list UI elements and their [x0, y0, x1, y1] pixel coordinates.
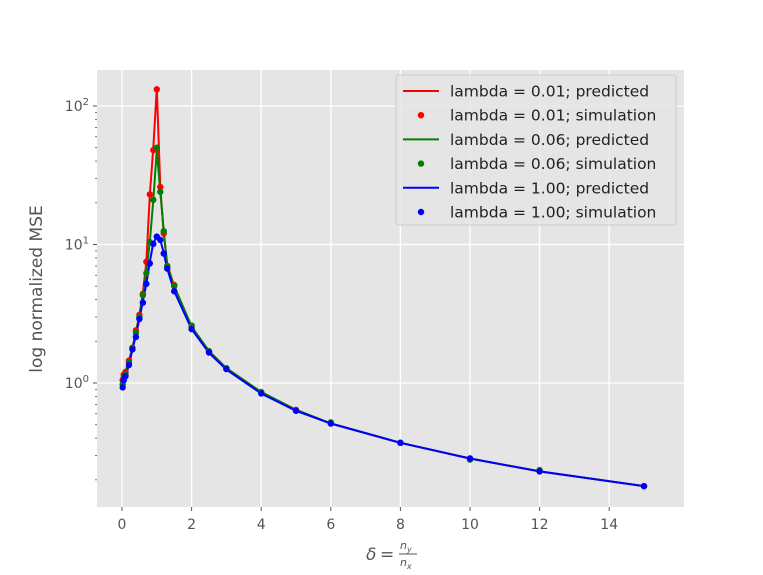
simulation-marker: [258, 390, 265, 397]
simulation-marker: [143, 280, 150, 288]
legend-label: lambda = 0.01; simulation: [450, 107, 656, 125]
x-tick-label: 6: [326, 517, 335, 533]
y-tick-label: 101: [65, 236, 89, 254]
data-series: [119, 86, 648, 490]
x-tick-label: 2: [187, 517, 196, 533]
simulation-marker: [132, 333, 140, 341]
simulation-marker: [139, 299, 147, 306]
simulation-marker: [171, 282, 178, 290]
x-axis-label-numerator: ny: [400, 539, 412, 554]
simulation-marker: [292, 407, 300, 414]
y-minor-ticks: [95, 111, 97, 481]
simulation-marker: [640, 482, 648, 490]
simulation-marker: [150, 196, 157, 204]
simulation-marker: [160, 250, 167, 257]
legend: lambda = 0.01; predicted lambda = 0.01; s…: [395, 74, 677, 226]
simulation-marker: [157, 236, 164, 244]
simulation-marker: [157, 188, 164, 196]
y-axis-label: log normalized MSE: [27, 205, 47, 372]
simulation-marker: [146, 191, 154, 198]
legend-label: lambda = 0.01; predicted: [450, 83, 649, 101]
x-tick-label: 0: [118, 517, 127, 533]
x-tick-label: 4: [257, 517, 266, 533]
simulation-marker: [139, 292, 147, 299]
simulation-marker: [153, 86, 160, 93]
legend-label: lambda = 1.00; simulation: [450, 204, 656, 222]
simulation-marker: [327, 420, 334, 427]
x-tick-label: 14: [600, 517, 618, 533]
simulation-marker: [129, 346, 136, 353]
x-axis-label-equals: =: [380, 545, 394, 565]
legend-label: lambda = 0.06; predicted: [450, 131, 649, 149]
simulation-marker: [188, 325, 195, 333]
simulation-marker: [143, 270, 150, 277]
simulation-marker: [536, 468, 543, 475]
simulation-marker: [160, 227, 167, 235]
simulation-marker: [136, 315, 143, 323]
x-tick-label: 10: [461, 517, 479, 533]
simulation-marker: [157, 183, 164, 191]
legend-box: [395, 74, 677, 226]
legend-marker-swatch: [417, 160, 425, 167]
simulation-marker: [146, 260, 154, 267]
x-axis-ticks: 0 2 4 6 8 10 12 14: [118, 507, 618, 533]
simulation-marker: [397, 439, 404, 447]
simulation-marker: [125, 361, 133, 369]
legend-marker-swatch: [417, 208, 425, 216]
y-axis-ticks: 100 101 102: [65, 97, 97, 392]
simulation-marker: [171, 288, 178, 295]
legend-label: lambda = 1.00; predicted: [450, 179, 649, 197]
simulation-marker: [223, 365, 230, 373]
simulation-marker: [205, 349, 213, 356]
x-tick-label: 8: [396, 517, 405, 533]
simulation-marker: [150, 240, 157, 248]
simulation-marker: [122, 372, 129, 380]
y-tick-label: 102: [65, 97, 89, 115]
x-axis-label-delta: δ: [366, 545, 376, 565]
simulation-marker: [466, 455, 474, 462]
legend-marker-swatch: [417, 112, 425, 119]
x-axis-label: δ = ny nx: [366, 539, 417, 571]
legend-label: lambda = 0.06; simulation: [450, 155, 656, 173]
simulation-marker: [153, 144, 160, 151]
y-tick-label: 100: [65, 374, 89, 392]
simulation-marker: [119, 384, 126, 391]
simulation-marker: [164, 265, 171, 272]
x-axis-label-denominator: nx: [400, 556, 412, 571]
x-tick-label: 12: [531, 517, 549, 533]
